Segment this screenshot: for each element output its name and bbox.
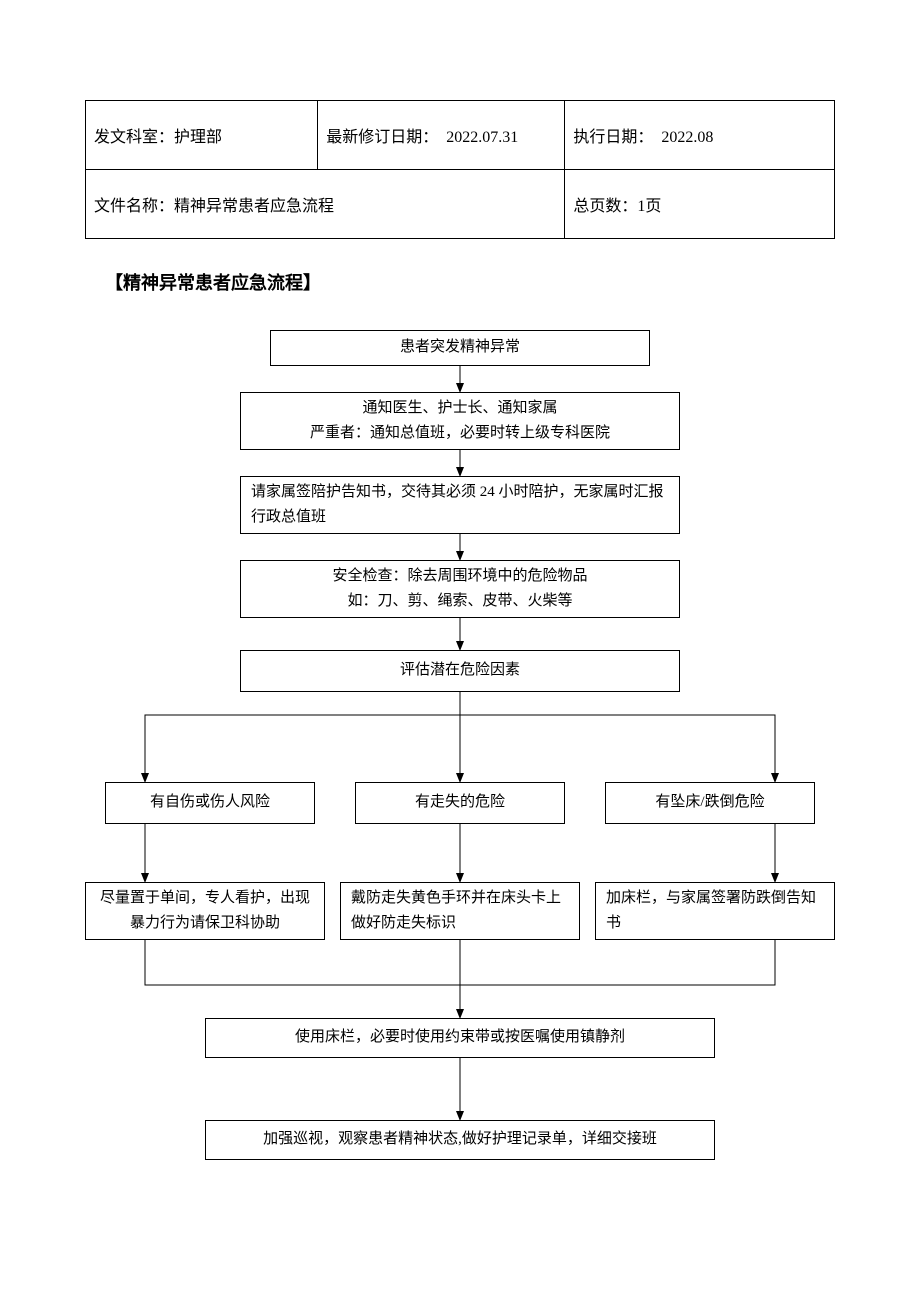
flow-node-text: 使用床栏，必要时使用约束带或按医嘱使用镇静剂 <box>216 1025 704 1051</box>
flow-node-text: 加强巡视，观察患者精神状态,做好护理记录单，详细交接班 <box>216 1127 704 1153</box>
exec-label: 执行日期： <box>573 129 653 146</box>
rev-value: 2022.07.31 <box>446 129 518 146</box>
flow-node-text: 严重者：通知总值班，必要时转上级专科医院 <box>251 421 669 447</box>
rev-label: 最新修订日期： <box>326 129 438 146</box>
flow-node-text: 戴防走失黄色手环并在床头卡上做好防走失标识 <box>351 886 569 937</box>
document-header-table: 发文科室：护理部 最新修订日期： 2022.07.31 执行日期： 2022.0… <box>85 100 835 239</box>
flow-node-a3: 加床栏，与家属签署防跌倒告知书 <box>595 882 835 940</box>
flow-title: 【精神异常患者应急流程】 <box>105 269 835 295</box>
flow-node-r1: 有自伤或伤人风险 <box>105 782 315 824</box>
dept-cell: 发文科室：护理部 <box>86 101 318 170</box>
pages-value: 1页 <box>637 198 661 215</box>
flow-node-n3: 请家属签陪护告知书，交待其必须 24 小时陪护，无家属时汇报行政总值班 <box>240 476 680 534</box>
flow-node-text: 患者突发精神异常 <box>281 335 639 361</box>
pages-label: 总页数： <box>573 198 637 215</box>
flow-node-n2: 通知医生、护士长、通知家属严重者：通知总值班，必要时转上级专科医院 <box>240 392 680 450</box>
flow-node-n4: 安全检查：除去周围环境中的危险物品如：刀、剪、绳索、皮带、火柴等 <box>240 560 680 618</box>
flow-edge <box>145 940 460 985</box>
flow-node-n7: 加强巡视，观察患者精神状态,做好护理记录单，详细交接班 <box>205 1120 715 1160</box>
flow-edge <box>460 715 775 782</box>
flow-node-n1: 患者突发精神异常 <box>270 330 650 366</box>
flowchart-connectors <box>85 330 835 1220</box>
flow-node-text: 有自伤或伤人风险 <box>116 790 304 816</box>
revision-cell: 最新修订日期： 2022.07.31 <box>318 101 565 170</box>
flow-node-text: 通知医生、护士长、通知家属 <box>251 396 669 422</box>
pages-cell: 总页数：1页 <box>565 170 835 239</box>
flow-node-r2: 有走失的危险 <box>355 782 565 824</box>
flow-node-text: 加床栏，与家属签署防跌倒告知书 <box>606 886 824 937</box>
flow-node-text: 安全检查：除去周围环境中的危险物品 <box>251 564 669 590</box>
flow-node-text: 评估潜在危险因素 <box>251 658 669 684</box>
flow-node-r3: 有坠床/跌倒危险 <box>605 782 815 824</box>
flow-edge <box>460 940 775 985</box>
exec-value: 2022.08 <box>661 129 713 146</box>
name-label: 文件名称： <box>94 198 174 215</box>
flow-node-a1: 尽量置于单间，专人看护，出现暴力行为请保卫科协助 <box>85 882 325 940</box>
flow-node-text: 有走失的危险 <box>366 790 554 816</box>
flow-edge <box>145 715 460 782</box>
flow-node-a2: 戴防走失黄色手环并在床头卡上做好防走失标识 <box>340 882 580 940</box>
dept-label: 发文科室： <box>94 129 174 146</box>
dept-value: 护理部 <box>174 129 222 146</box>
flow-node-n6: 使用床栏，必要时使用约束带或按医嘱使用镇静剂 <box>205 1018 715 1058</box>
flowchart: 患者突发精神异常通知医生、护士长、通知家属严重者：通知总值班，必要时转上级专科医… <box>85 330 835 1220</box>
flow-node-text: 有坠床/跌倒危险 <box>616 790 804 816</box>
name-value: 精神异常患者应急流程 <box>174 198 334 215</box>
flow-node-text: 尽量置于单间，专人看护，出现暴力行为请保卫科协助 <box>96 886 314 937</box>
flow-node-text: 如：刀、剪、绳索、皮带、火柴等 <box>251 589 669 615</box>
flow-node-n5: 评估潜在危险因素 <box>240 650 680 692</box>
exec-cell: 执行日期： 2022.08 <box>565 101 835 170</box>
filename-cell: 文件名称：精神异常患者应急流程 <box>86 170 565 239</box>
flow-node-text: 请家属签陪护告知书，交待其必须 24 小时陪护，无家属时汇报行政总值班 <box>251 480 669 531</box>
